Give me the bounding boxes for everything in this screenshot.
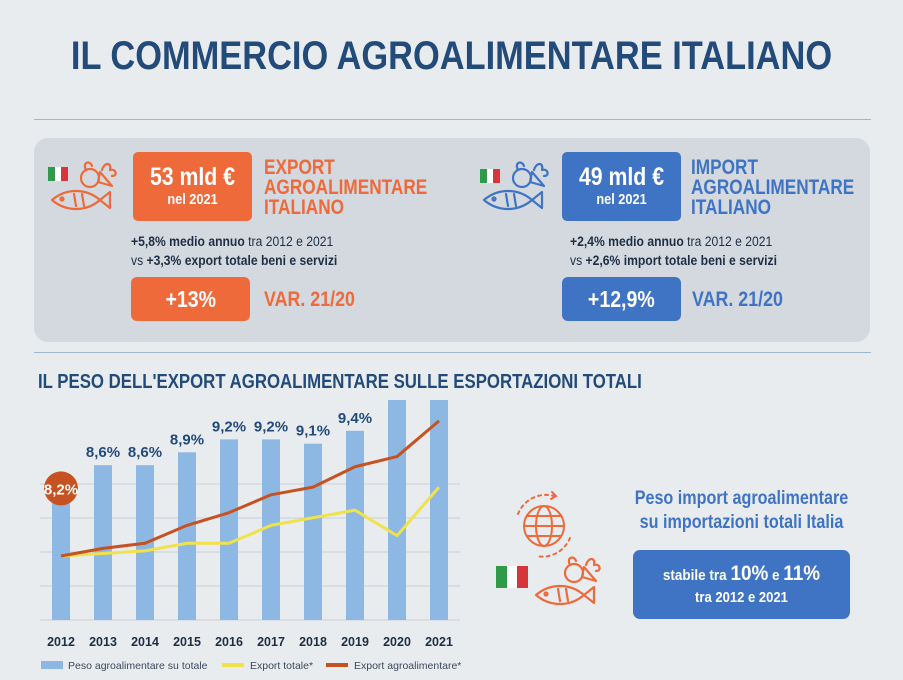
import-weight-box: stabile tra 10% e 11% tra 2012 e 2021	[633, 550, 850, 619]
globe-icon	[517, 491, 571, 558]
legend-swatch-bars	[41, 661, 63, 669]
fish-vegetables-icon	[534, 556, 601, 606]
x-axis-label: 2013	[89, 635, 117, 649]
range-high: 11%	[783, 562, 821, 585]
bar	[220, 439, 238, 620]
export-growth-bold: +5,8% medio annuo	[131, 234, 245, 249]
export-year: nel 2021	[167, 191, 218, 208]
import-weight-heading: Peso import agroalimentare su importazio…	[621, 487, 862, 535]
page-title: IL COMMERCIO AGROALIMENTARE ITALIANO	[70, 34, 833, 78]
bar-value-label: 9,4%	[338, 410, 372, 427]
export-heading-line1: EXPORT	[264, 156, 335, 179]
import-total-bold: +2,6% import totale beni e servizi	[585, 253, 777, 268]
bar	[94, 465, 112, 620]
import-heading-line2: AGROALIMENTARE	[691, 176, 855, 199]
bar	[262, 439, 280, 620]
bar-value-label: 9,2%	[212, 418, 246, 435]
range-low: 10%	[730, 562, 769, 585]
export-agro-line	[60, 419, 440, 558]
import-growth-bold: +2,4% medio annuo	[570, 234, 684, 249]
import-heading-line1: IMPORT	[691, 156, 758, 179]
bar-value-label: 8,9%	[170, 431, 204, 448]
highlight-circle	[44, 471, 78, 506]
bar-value-label: 8,6%	[128, 444, 162, 461]
export-heading-line2: AGROALIMENTARE	[264, 176, 428, 199]
italy-flag-icon	[48, 167, 69, 181]
export-weight-chart: 8,2%8,6%8,6%8,9%9,2%9,2%9,1%9,4%10,7%10,…	[40, 400, 461, 672]
export-value: 53 mld €	[149, 163, 236, 191]
section-title: IL PESO DELL'EXPORT AGROALIMENTARE SULLE…	[38, 371, 642, 393]
bar	[304, 443, 322, 620]
export-var-value: +13%	[165, 286, 216, 312]
export-var-label: VAR. 21/20	[264, 288, 355, 311]
bar-value-label: 9,1%	[296, 423, 330, 440]
x-axis-label: 2015	[173, 635, 201, 649]
import-var-box: +12,9%	[562, 277, 681, 321]
range-pre: stabile tra	[662, 567, 731, 584]
import-weight-period: tra 2012 e 2021	[695, 590, 788, 606]
bar-value-label: 8,2%	[44, 481, 78, 498]
fish-vegetables-icon	[50, 161, 117, 211]
bar	[52, 482, 70, 620]
import-var-label: VAR. 21/20	[692, 288, 783, 311]
import-weight-heading-line1: Peso import agroalimentare	[634, 488, 849, 509]
export-var-box: +13%	[131, 277, 250, 321]
legend-label-agro: Export agroalimentare*	[354, 660, 461, 672]
fish-vegetables-icon	[482, 161, 549, 211]
export-vs: vs	[131, 253, 147, 268]
x-axis-label: 2012	[47, 635, 75, 649]
bar	[178, 452, 196, 620]
legend-label-bars: Peso agroalimentare su totale	[68, 660, 208, 672]
export-heading-line3: ITALIANO	[264, 196, 345, 219]
bar	[388, 400, 406, 620]
divider-top	[34, 119, 871, 120]
divider-middle	[34, 352, 871, 353]
import-weight-heading-line2: su importazioni totali Italia	[639, 512, 844, 533]
legend-label-total: Export totale*	[250, 660, 313, 672]
export-growth-rest: tra 2012 e 2021	[244, 234, 334, 249]
import-var-value: +12,9%	[588, 286, 655, 312]
x-axis-label: 2020	[383, 635, 411, 649]
import-value-badge: 49 mld € nel 2021	[562, 152, 681, 221]
x-axis-label: 2018	[299, 635, 327, 649]
import-year: nel 2021	[596, 191, 647, 208]
export-growth-text: +5,8% medio annuo tra 2012 e 2021 vs +3,…	[131, 232, 337, 270]
import-heading-line3: ITALIANO	[691, 196, 772, 219]
import-growth-text: +2,4% medio annuo tra 2012 e 2021 vs +2,…	[570, 232, 777, 270]
x-axis-label: 2016	[215, 635, 243, 649]
x-axis-label: 2019	[341, 635, 369, 649]
import-value: 49 mld €	[578, 163, 665, 191]
bar-value-label: 9,2%	[254, 418, 288, 435]
import-heading: IMPORT AGROALIMENTARE ITALIANO	[691, 156, 855, 219]
import-weight-range: stabile tra 10% e 11%	[644, 562, 839, 586]
export-total-bold: +3,3% export totale beni e servizi	[146, 253, 338, 268]
x-axis-label: 2014	[131, 635, 159, 649]
italy-flag-icon	[496, 566, 529, 588]
italy-flag-icon	[480, 169, 501, 183]
import-growth-rest: tra 2012 e 2021	[683, 234, 773, 249]
import-vs: vs	[570, 253, 586, 268]
export-total-line	[60, 486, 441, 558]
range-mid: e	[768, 567, 784, 584]
bar-value-label: 8,6%	[86, 444, 120, 461]
bar	[346, 430, 364, 620]
export-value-badge: 53 mld € nel 2021	[133, 152, 252, 221]
x-axis-label: 2017	[257, 635, 285, 649]
x-axis-label: 2021	[425, 635, 453, 649]
export-heading: EXPORT AGROALIMENTARE ITALIANO	[264, 156, 428, 219]
bar	[430, 400, 448, 620]
